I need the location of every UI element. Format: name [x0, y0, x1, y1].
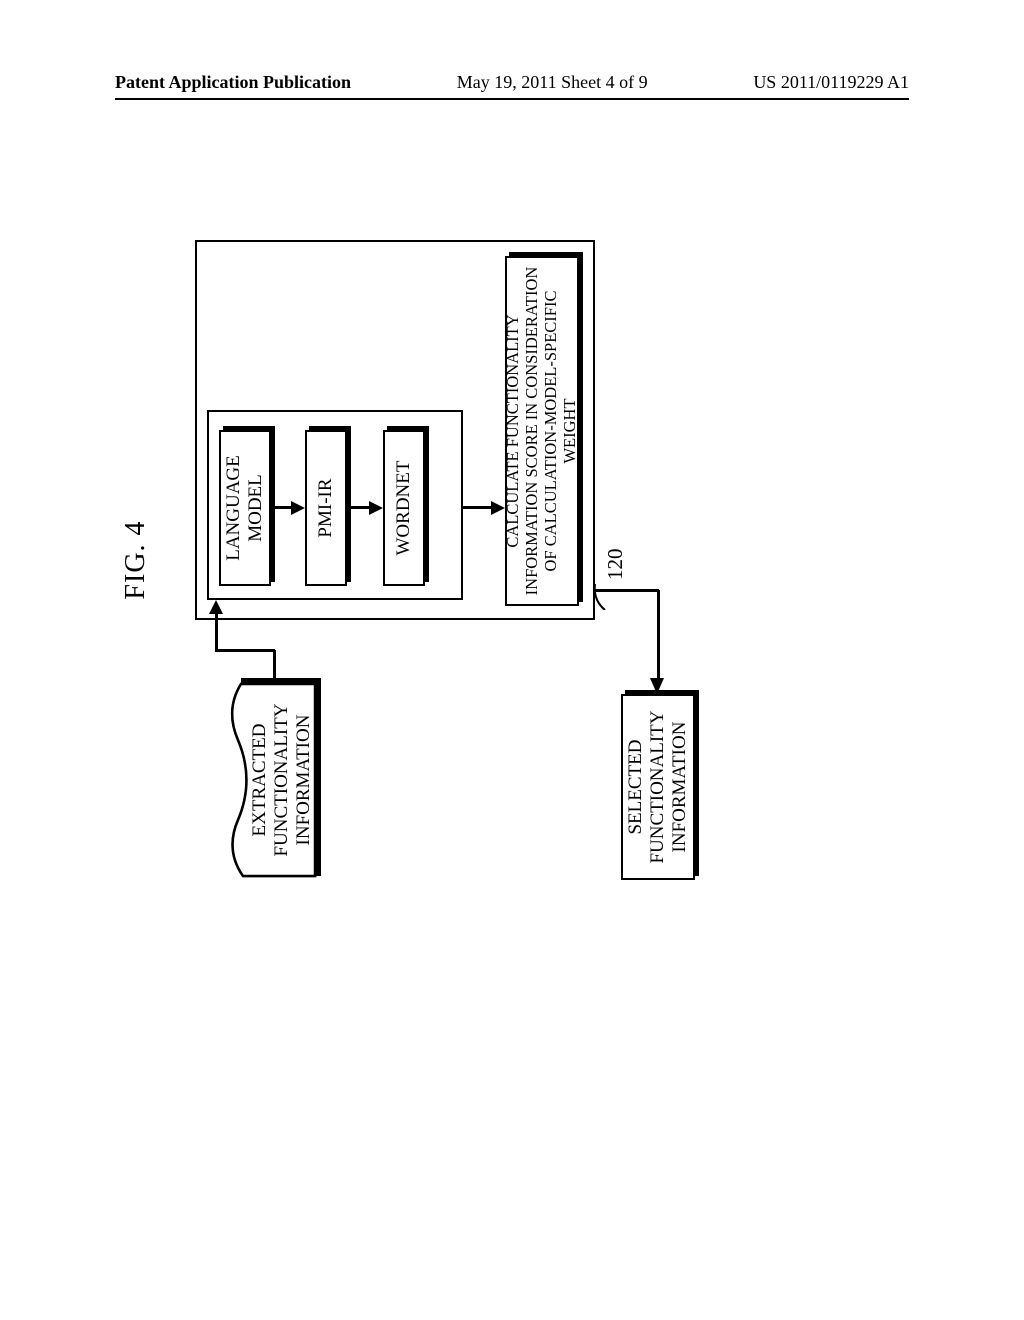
- header-rule: [115, 98, 909, 100]
- wordnet-label: WORDNET: [393, 461, 415, 556]
- calc-box: CALCULATE FUNCTIONALITY INFORMATION SCOR…: [505, 256, 579, 606]
- output-box: SELECTED FUNCTIONALITY INFORMATION: [621, 694, 695, 880]
- input-doc-label: EXTRACTED FUNCTIONALITY INFORMATION: [249, 680, 315, 880]
- arrow-seg: [463, 507, 493, 510]
- arrow-seg: [595, 590, 659, 593]
- header-right: US 2011/0119229 A1: [753, 72, 909, 93]
- pmi-ir-label: PMI-IR: [315, 478, 337, 537]
- arrow-seg: [273, 650, 276, 680]
- language-model-label: LANGUAGE MODEL: [223, 455, 267, 561]
- arrow-seg: [657, 590, 660, 680]
- arrow-head-icon: [291, 501, 305, 515]
- arrow-seg: [215, 650, 275, 653]
- language-model-box: LANGUAGE MODEL: [219, 430, 271, 586]
- header-left: Patent Application Publication: [115, 72, 351, 93]
- input-doc-shape: EXTRACTED FUNCTIONALITY INFORMATION: [223, 680, 323, 880]
- figure-label: FIG. 4: [120, 240, 152, 880]
- module-ref-label: 120: [603, 549, 628, 581]
- arrow-head-icon: [369, 501, 383, 515]
- pmi-ir-box: PMI-IR: [305, 430, 347, 586]
- wordnet-box: WORDNET: [383, 430, 425, 586]
- header-mid: May 19, 2011 Sheet 4 of 9: [457, 72, 648, 93]
- arrow-seg: [271, 507, 293, 510]
- figure-4-diagram: FIG. 4 EXTRACTED FUNCTIONALITY INFORMATI…: [155, 240, 935, 880]
- output-label: SELECTED FUNCTIONALITY INFORMATION: [625, 710, 691, 863]
- page-header: Patent Application Publication May 19, 2…: [0, 72, 1024, 93]
- calc-label: CALCULATE FUNCTIONALITY INFORMATION SCOR…: [504, 262, 580, 600]
- arrow-seg: [347, 507, 371, 510]
